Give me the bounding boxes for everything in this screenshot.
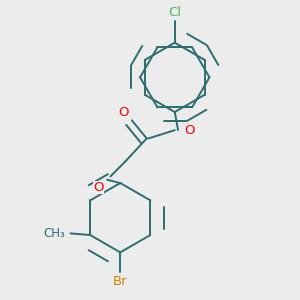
Text: O: O: [184, 124, 194, 137]
Text: O: O: [118, 106, 128, 118]
Text: Br: Br: [113, 275, 127, 288]
Text: Cl: Cl: [168, 6, 181, 19]
Text: CH₃: CH₃: [44, 227, 65, 240]
Text: O: O: [93, 182, 104, 194]
